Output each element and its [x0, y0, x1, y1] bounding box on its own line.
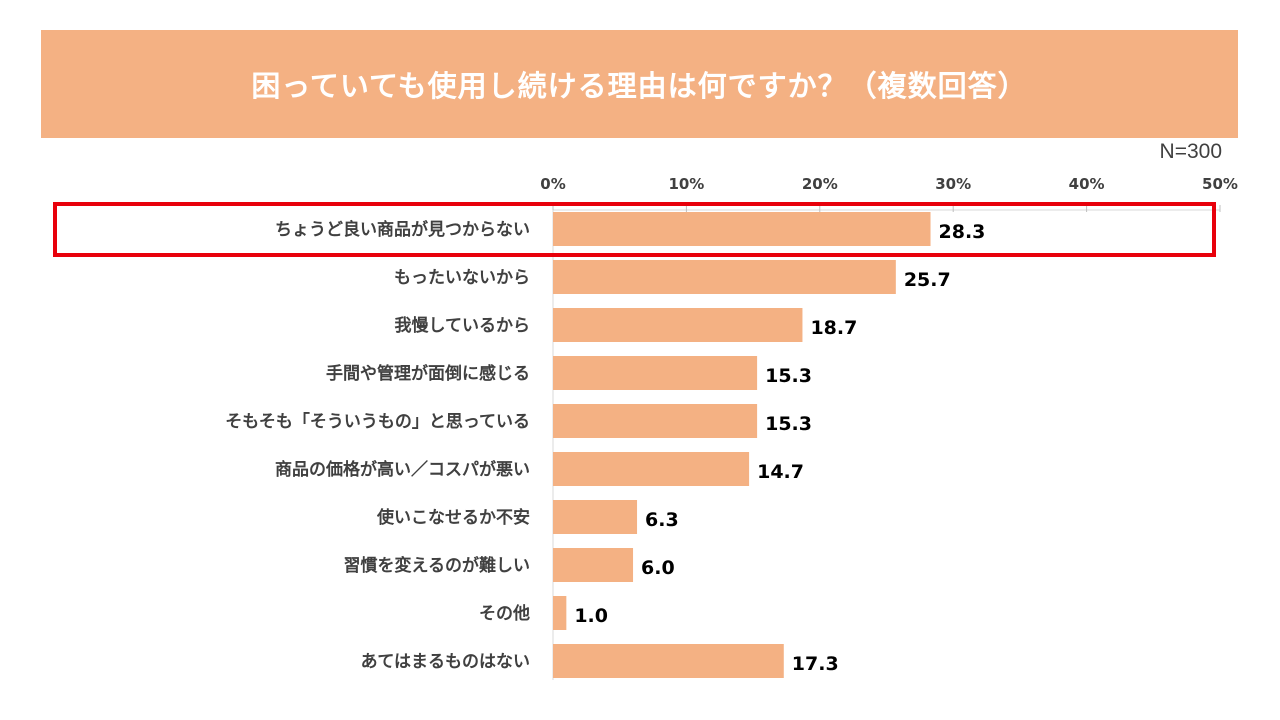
category-label: ちょうど良い商品が見つからない — [275, 219, 530, 240]
data-label: 15.3 — [765, 365, 812, 387]
data-label: 28.3 — [939, 221, 986, 243]
x-tick-label: 50% — [1202, 175, 1238, 193]
title-banner: 困っていても使用し続ける理由は何ですか？（複数回答） — [41, 30, 1238, 138]
bar — [553, 548, 634, 582]
bar — [553, 308, 803, 342]
data-label: 25.7 — [904, 269, 951, 291]
bar — [553, 356, 758, 390]
bar — [553, 596, 567, 630]
data-label: 17.3 — [792, 653, 839, 675]
x-tick-label: 30% — [935, 175, 971, 193]
bar — [553, 404, 758, 438]
bar — [553, 260, 896, 294]
x-tick-label: 0% — [540, 175, 565, 193]
category-label: 使いこなせるか不安 — [376, 507, 530, 528]
data-label: 18.7 — [810, 317, 857, 339]
bar — [553, 644, 784, 678]
x-tick-label: 20% — [802, 175, 838, 193]
category-label: もったいないから — [394, 268, 530, 288]
data-label: 15.3 — [765, 413, 812, 435]
highlight-box — [53, 202, 1216, 257]
data-label: 6.3 — [645, 509, 679, 531]
x-tick-label: 40% — [1069, 175, 1105, 193]
bar — [553, 452, 750, 486]
category-label: 習慣を変えるのが難しい — [344, 555, 531, 576]
category-label: 商品の価格が高い／コスパが悪い — [275, 459, 530, 480]
bar — [553, 212, 931, 246]
data-label: 6.0 — [641, 557, 675, 579]
chart-title: 困っていても使用し続ける理由は何ですか？（複数回答） — [251, 69, 1028, 103]
data-label: 14.7 — [757, 461, 804, 483]
x-tick-label: 10% — [668, 175, 704, 193]
category-label: 手間や管理が面倒に感じる — [326, 363, 530, 384]
data-label: 1.0 — [574, 605, 608, 627]
category-label: 我慢しているから — [395, 315, 531, 336]
category-label: そもそも「そういうもの」と思っている — [225, 411, 530, 432]
bar — [553, 500, 638, 534]
category-label: あてはまるものはない — [361, 652, 530, 672]
category-label: その他 — [479, 603, 530, 624]
sample-size: N=300 — [1159, 140, 1222, 163]
